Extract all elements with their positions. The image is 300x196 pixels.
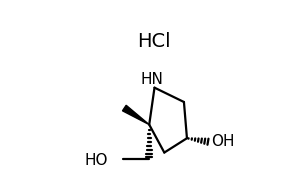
Text: HN: HN [141, 72, 164, 87]
Text: OH: OH [211, 134, 235, 150]
Polygon shape [122, 105, 149, 125]
Text: HCl: HCl [137, 32, 171, 51]
Text: HO: HO [84, 153, 108, 168]
